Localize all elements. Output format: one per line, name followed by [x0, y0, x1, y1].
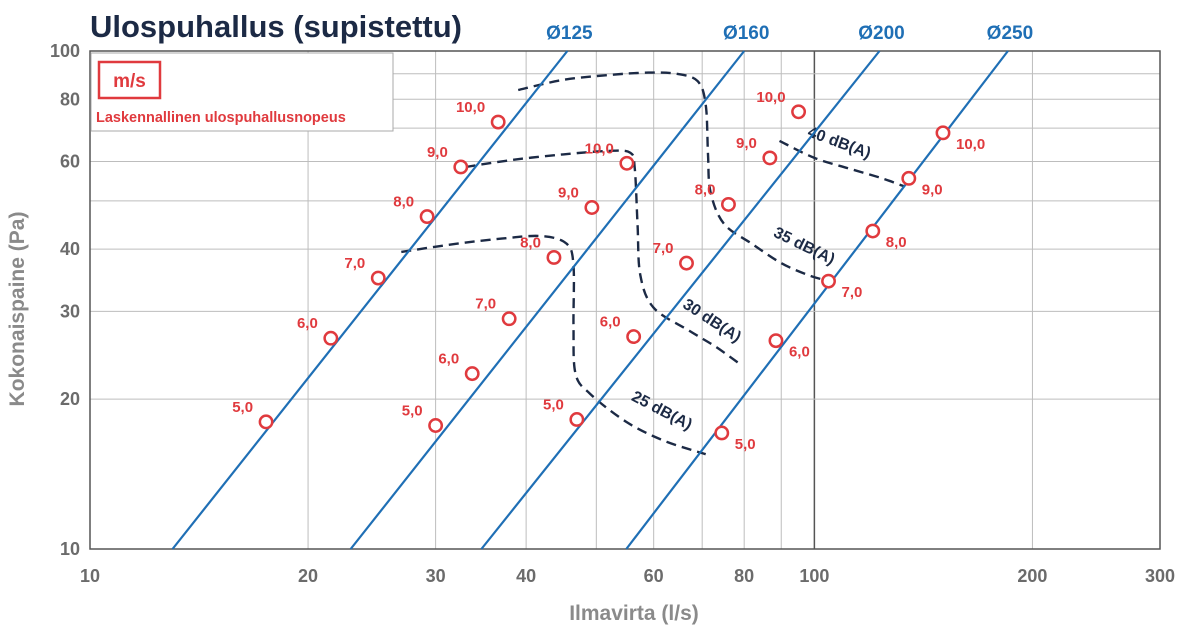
- velocity-marker: [501, 311, 517, 327]
- sound-curves: 25 dB(A)30 dB(A)35 dB(A)40 dB(A): [401, 71, 905, 456]
- velocity-marker: [464, 366, 480, 382]
- velocity-marker: [791, 104, 807, 120]
- velocity-marker: [865, 223, 881, 239]
- velocity-marker: [721, 196, 736, 212]
- velocity-marker: [584, 200, 600, 215]
- velocity-marker: [714, 425, 730, 441]
- x-axis-label: Ilmavirta (l/s): [569, 602, 699, 625]
- velocity-marker: [935, 125, 951, 141]
- velocity-marker: [619, 155, 635, 171]
- x-tick-label: 80: [734, 566, 754, 586]
- y-tick-label: 60: [60, 151, 80, 171]
- velocity-label: 6,0: [600, 314, 621, 331]
- velocity-label: 10,0: [756, 89, 785, 106]
- velocity-label: 7,0: [842, 284, 863, 301]
- x-tick-label: 60: [644, 566, 664, 586]
- velocity-label: 8,0: [520, 234, 541, 251]
- x-tick-label: 20: [298, 566, 318, 586]
- velocity-marker: [258, 414, 274, 430]
- diameter-label: Ø250: [987, 23, 1033, 44]
- velocity-label: 9,0: [558, 185, 579, 202]
- velocity-label: 8,0: [886, 234, 907, 251]
- velocity-marker: [419, 209, 435, 225]
- y-tick-label: 100: [50, 41, 80, 61]
- legend-unit: m/s: [113, 71, 146, 92]
- velocity-marker: [428, 418, 444, 433]
- velocity-label: 6,0: [438, 351, 459, 368]
- velocity-label: 6,0: [297, 315, 318, 332]
- x-tick-label: 40: [516, 566, 536, 586]
- velocity-label: 9,0: [922, 181, 943, 198]
- velocity-marker: [323, 330, 339, 346]
- x-tick-label: 30: [426, 566, 446, 586]
- velocity-label: 6,0: [789, 344, 810, 361]
- diameter-line: [349, 50, 746, 550]
- velocity-label: 8,0: [393, 194, 414, 211]
- velocity-marker: [901, 170, 917, 186]
- diameter-line: [480, 50, 881, 550]
- velocity-label: 9,0: [736, 135, 757, 152]
- diameter-label: Ø125: [546, 23, 593, 44]
- velocity-label: 9,0: [427, 144, 448, 161]
- velocity-label: 10,0: [456, 99, 485, 116]
- sound-curve: [465, 149, 741, 366]
- velocity-label: 10,0: [585, 140, 614, 157]
- velocity-label: 10,0: [956, 136, 985, 153]
- legend: m/s Laskennallinen ulospuhallusnopeus: [90, 52, 394, 132]
- diameter-label: Ø160: [723, 23, 769, 44]
- diameter-lines: Ø125 Ø160 Ø200 Ø250: [171, 23, 1033, 550]
- x-axis: 10 20 30 40 60 80 100 200 300: [80, 566, 1175, 586]
- y-axis-label: Kokonaispaine (Pa): [6, 212, 29, 407]
- velocity-marker: [679, 255, 694, 271]
- y-tick-label: 40: [60, 239, 80, 259]
- sound-curve: [778, 139, 905, 188]
- y-tick-label: 80: [60, 89, 80, 109]
- y-tick-label: 20: [60, 389, 80, 409]
- velocity-label: 5,0: [232, 399, 253, 416]
- y-tick-label: 30: [60, 301, 80, 321]
- x-tick-label: 100: [799, 566, 829, 586]
- velocity-marker: [569, 412, 585, 427]
- velocity-markers: 5,0 6,0 7,0 8,0 9,0 10,0 5,0 6,0 7,0 8,0 9,0 10,0 5,…: [232, 89, 985, 453]
- velocity-marker: [453, 159, 469, 175]
- velocity-marker: [370, 270, 386, 286]
- diameter-label: Ø200: [858, 23, 904, 44]
- velocity-label: 7,0: [475, 296, 496, 313]
- velocity-marker: [762, 150, 778, 166]
- x-tick-label: 10: [80, 566, 100, 586]
- velocity-label: 5,0: [735, 436, 756, 453]
- sound-curve: [401, 234, 707, 456]
- velocity-marker: [490, 114, 506, 130]
- sound-curve: [517, 71, 829, 283]
- x-tick-label: 200: [1017, 566, 1047, 586]
- velocity-marker: [626, 329, 642, 345]
- sound-curve-label: 30 dB(A): [680, 296, 744, 346]
- velocity-marker: [821, 273, 836, 289]
- velocity-label: 7,0: [653, 240, 674, 257]
- y-axis: 10 20 30 40 60 80 100: [50, 41, 80, 559]
- velocity-label: 5,0: [402, 403, 423, 420]
- plot-area: [89, 50, 1161, 550]
- diameter-line: [171, 50, 569, 550]
- sound-curve-label: 25 dB(A): [629, 388, 695, 434]
- velocity-marker: [546, 249, 562, 265]
- velocity-label: 8,0: [695, 181, 716, 198]
- velocity-marker: [768, 333, 784, 349]
- velocity-label: 5,0: [543, 396, 564, 413]
- legend-description: Laskennallinen ulospuhallusnopeus: [96, 110, 346, 126]
- x-tick-label: 300: [1145, 566, 1175, 586]
- chart-title: Ulospuhallus (supistettu): [90, 9, 462, 44]
- velocity-label: 7,0: [344, 255, 365, 272]
- y-tick-label: 10: [60, 539, 80, 559]
